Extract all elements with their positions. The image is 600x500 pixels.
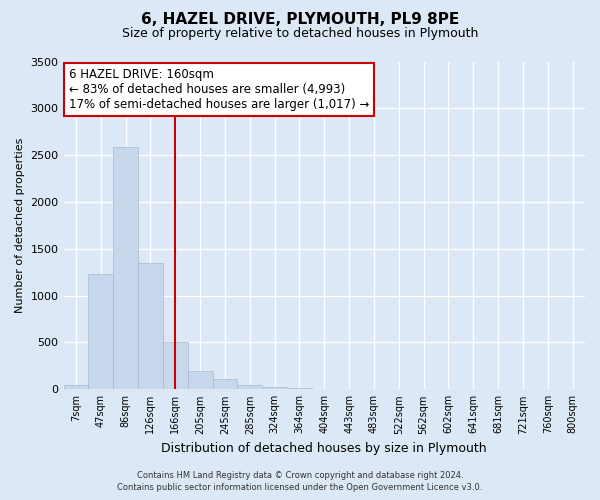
Bar: [212, 380, 238, 390]
Bar: [238, 384, 262, 390]
Bar: [262, 387, 287, 390]
X-axis label: Distribution of detached houses by size in Plymouth: Distribution of detached houses by size …: [161, 442, 487, 455]
Bar: [138, 263, 163, 390]
Text: 6, HAZEL DRIVE, PLYMOUTH, PL9 8PE: 6, HAZEL DRIVE, PLYMOUTH, PL9 8PE: [141, 12, 459, 28]
Bar: [113, 146, 138, 390]
Bar: [163, 342, 188, 390]
Y-axis label: Number of detached properties: Number of detached properties: [15, 138, 25, 313]
Text: Contains HM Land Registry data © Crown copyright and database right 2024.
Contai: Contains HM Land Registry data © Crown c…: [118, 471, 482, 492]
Bar: [64, 384, 88, 390]
Bar: [188, 371, 212, 390]
Bar: [287, 388, 312, 390]
Text: Size of property relative to detached houses in Plymouth: Size of property relative to detached ho…: [122, 28, 478, 40]
Bar: [88, 274, 113, 390]
Text: 6 HAZEL DRIVE: 160sqm
← 83% of detached houses are smaller (4,993)
17% of semi-d: 6 HAZEL DRIVE: 160sqm ← 83% of detached …: [69, 68, 369, 111]
